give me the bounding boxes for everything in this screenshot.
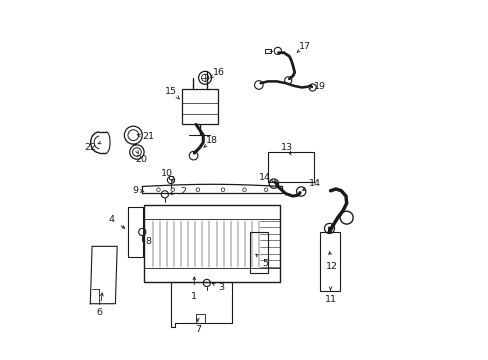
Text: 10: 10 xyxy=(161,169,173,178)
Text: 14: 14 xyxy=(259,173,271,182)
Text: 1: 1 xyxy=(191,292,197,301)
Text: 8: 8 xyxy=(145,237,151,246)
Text: 16: 16 xyxy=(213,68,225,77)
Text: 5: 5 xyxy=(262,259,268,268)
Text: 2: 2 xyxy=(180,187,186,196)
Text: 17: 17 xyxy=(298,42,310,51)
Text: 12: 12 xyxy=(325,262,338,271)
Bar xyxy=(319,232,339,291)
Text: 3: 3 xyxy=(218,283,224,292)
Text: 9: 9 xyxy=(132,185,138,194)
Bar xyxy=(249,232,267,273)
Bar xyxy=(144,205,280,282)
Text: 15: 15 xyxy=(164,86,177,95)
Text: 19: 19 xyxy=(313,82,325,91)
Bar xyxy=(267,152,314,182)
Bar xyxy=(196,315,204,323)
Text: 11: 11 xyxy=(324,294,336,303)
Text: 21: 21 xyxy=(142,132,154,141)
Text: 14: 14 xyxy=(308,179,320,188)
Bar xyxy=(169,176,172,179)
Bar xyxy=(182,89,217,125)
Text: 13: 13 xyxy=(280,143,292,152)
Text: 4: 4 xyxy=(108,215,114,224)
Text: 18: 18 xyxy=(206,136,218,145)
Text: 7: 7 xyxy=(195,325,201,334)
Text: 20: 20 xyxy=(135,155,147,164)
Text: 22: 22 xyxy=(84,143,96,152)
Bar xyxy=(264,49,270,53)
Text: 6: 6 xyxy=(96,308,102,317)
Bar xyxy=(128,207,142,257)
